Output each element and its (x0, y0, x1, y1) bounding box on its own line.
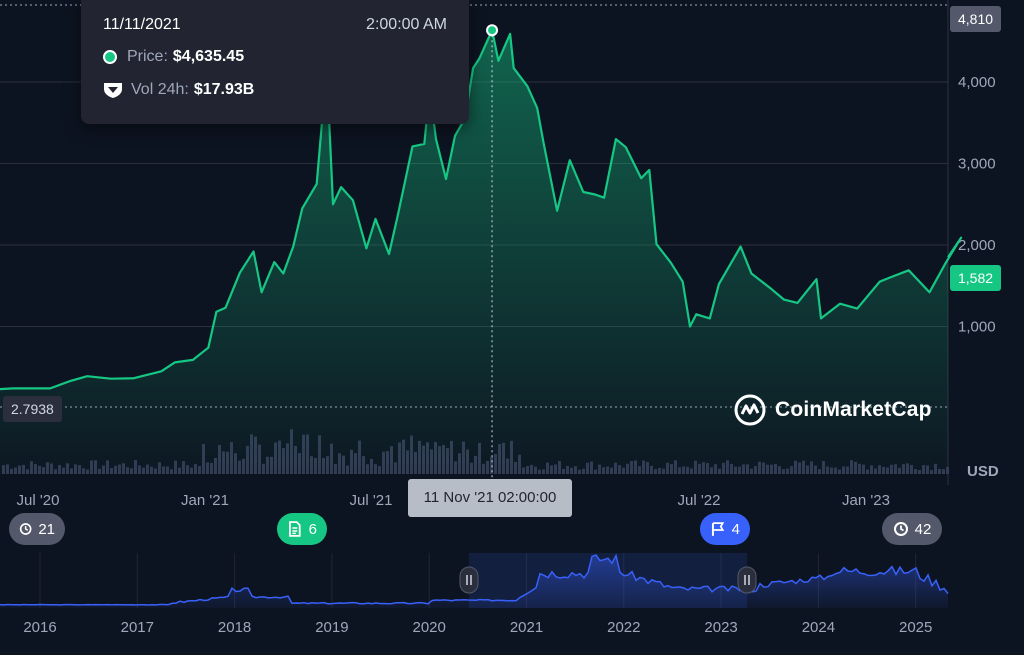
price-line (0, 29, 963, 392)
navigator-left-handle[interactable] (459, 566, 479, 594)
volume-shield-icon (104, 83, 122, 98)
price-tooltip: 11/11/2021 2:00:00 AM Price: $4,635.45 V… (81, 0, 469, 124)
currency-label: USD (967, 463, 999, 480)
navigator-year-label: 2017 (121, 619, 154, 636)
last-price-tag: 1,582 (950, 265, 1002, 291)
navigator-year-label: 2020 (413, 619, 446, 636)
crosshair-point (486, 24, 499, 37)
navigator-year-label: 2016 (23, 619, 56, 636)
min-price-tag: 2.7938 (3, 396, 62, 422)
y-tick-label: 2,000 (958, 237, 996, 254)
flag-icon (711, 522, 725, 536)
x-tick-label: Jan '23 (842, 492, 890, 509)
tooltip-time: 2:00:00 AM (366, 16, 447, 33)
tooltip-vol-value: $17.93B (193, 81, 255, 98)
tooltip-price-label: Price: (127, 48, 168, 65)
crosshair-time-label: 11 Nov '21 02:00:00 (408, 479, 572, 517)
coinmarketcap-logo-icon (734, 394, 766, 426)
x-tick-label: Jul '22 (678, 492, 721, 509)
navigator-year-label: 2019 (315, 619, 348, 636)
navigator-year-label: 2024 (802, 619, 835, 636)
navigator-line (0, 553, 949, 606)
navigator-area (0, 555, 948, 608)
history-clock-icon (19, 523, 32, 535)
tooltip-price-value: $4,635.45 (172, 48, 245, 65)
flag-events-count: 4 (731, 520, 740, 538)
logo-text: CoinMarketCap (775, 398, 932, 421)
coinmarketcap-logo: CoinMarketCap (733, 393, 932, 427)
navigator-right-handle[interactable] (737, 566, 757, 594)
flag-events-button[interactable]: 4 (700, 513, 750, 545)
later-events-button[interactable]: 42 (882, 513, 942, 545)
navigator-year-label: 2022 (607, 619, 640, 636)
tooltip-date: 11/11/2021 (103, 16, 181, 33)
max-price-tag: 4,810 (950, 6, 1002, 32)
navigator-year-label: 2018 (218, 619, 251, 636)
handle-body (737, 566, 757, 594)
document-icon (289, 521, 301, 537)
x-tick-label: Jul '21 (350, 492, 393, 509)
price-area (0, 30, 962, 474)
navigator-year-label: 2021 (510, 619, 543, 636)
tooltip-price-row: Price: $4,635.45 (103, 48, 244, 66)
document-events-button[interactable]: 6 (277, 513, 327, 545)
tooltip-vol-label: Vol 24h: (131, 81, 189, 98)
x-tick-label: Jul '20 (17, 492, 60, 509)
x-tick-label: Jan '21 (181, 492, 229, 509)
handle-body (459, 566, 479, 594)
y-tick-label: 3,000 (958, 156, 996, 173)
history-events-count: 21 (38, 520, 55, 538)
y-tick-label: 1,000 (958, 319, 996, 336)
navigator-year-label: 2025 (899, 619, 932, 636)
document-events-count: 6 (308, 520, 317, 538)
history-events-button[interactable]: 21 (9, 513, 65, 545)
y-tick-label: 4,000 (958, 74, 996, 91)
tooltip-volume-row: Vol 24h: $17.93B (103, 81, 254, 99)
price-dot-icon (103, 50, 117, 64)
navigator-year-label: 2023 (704, 619, 737, 636)
forward-clock-icon (893, 522, 908, 536)
later-events-count: 42 (914, 520, 932, 538)
